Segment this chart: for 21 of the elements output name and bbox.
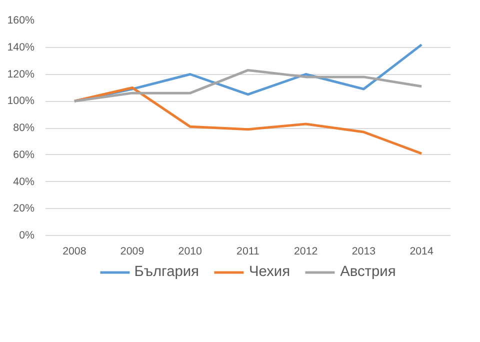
y-tick-label: 40% (13, 176, 36, 188)
y-tick-label: 160% (7, 14, 36, 26)
legend-label: Чехия (249, 264, 290, 280)
x-tick-label: 2009 (120, 246, 144, 258)
x-tick-label: 2012 (294, 246, 318, 258)
y-tick-label: 120% (7, 68, 36, 80)
x-tick-label: 2011 (236, 246, 260, 258)
x-tick-label: 2010 (178, 246, 202, 258)
y-tick-label: 140% (7, 41, 36, 54)
line-series (73, 86, 423, 155)
y-tick-label: 20% (13, 202, 36, 215)
legend-label: Австрия (340, 264, 396, 280)
y-tick-label: 0% (19, 230, 36, 242)
y-tick-label: 80% (13, 122, 36, 134)
y-tick-label: 60% (13, 148, 36, 161)
legend-label: България (134, 264, 199, 280)
y-tick-label: 100% (7, 95, 36, 108)
x-tick-label: 2013 (352, 246, 376, 258)
line-series (73, 68, 423, 102)
x-tick-label: 2014 (410, 246, 434, 258)
x-tick-label: 2008 (62, 246, 86, 258)
